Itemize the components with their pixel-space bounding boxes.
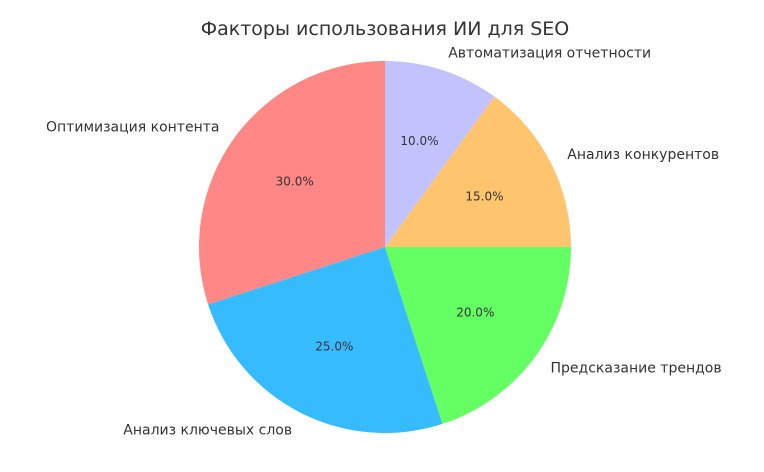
slice-label: Предсказание трендов (551, 360, 722, 376)
pie-slice (385, 247, 571, 424)
slice-percent-label: 10.0% (400, 134, 438, 148)
slice-percent-label: 25.0% (315, 339, 353, 353)
slice-percent-label: 20.0% (456, 306, 494, 320)
chart-title: Факторы использования ИИ для SEO (201, 18, 570, 40)
slice-percent-label: 15.0% (465, 189, 503, 203)
pie-slice (208, 247, 443, 433)
slice-percent-label: 30.0% (276, 174, 314, 188)
slice-label: Оптимизация контента (46, 120, 219, 136)
pie-slice (198, 61, 385, 305)
slice-label: Анализ конкурентов (567, 147, 719, 163)
pie-slice (385, 96, 571, 247)
slice-label: Автоматизация отчетности (448, 45, 651, 61)
pie-slice (385, 61, 495, 247)
slice-label: Анализ ключевых слов (123, 422, 292, 438)
